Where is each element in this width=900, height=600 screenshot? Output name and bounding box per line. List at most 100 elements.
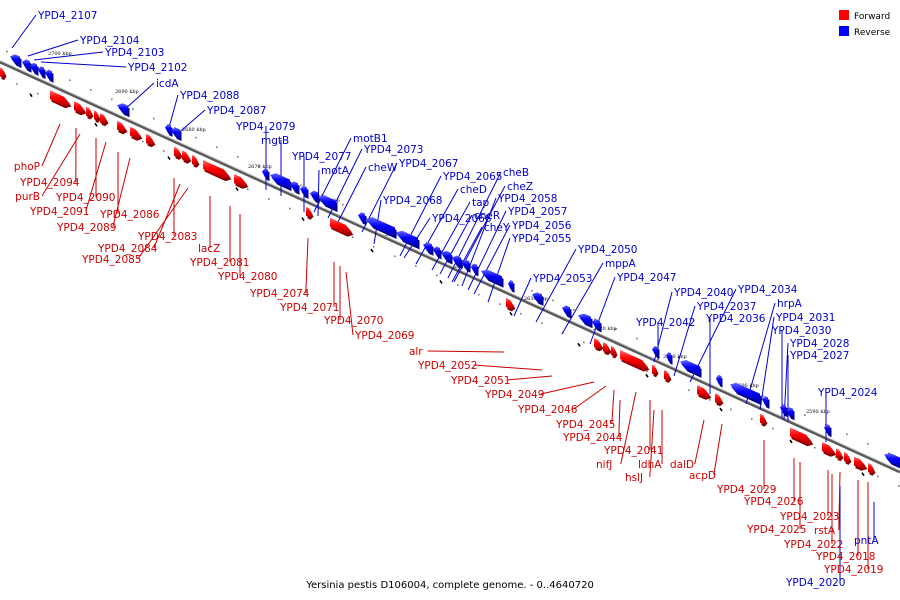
gene-body: [94, 110, 99, 121]
tick-label: 2700 kbp: [48, 51, 72, 57]
leader-hrpa: [745, 302, 776, 405]
leader-purb: [41, 133, 81, 197]
leader-tap: [431, 201, 471, 271]
gene-body: [0, 67, 5, 78]
reverse-gene-arrow: [358, 212, 367, 226]
tick-mark: [370, 248, 374, 253]
reverse-gene-arrow: [824, 424, 832, 438]
axis-dot: [321, 194, 323, 196]
leader-ypd4-2044: [618, 399, 621, 438]
gene-label-ypd4-2036: YPD4_2036: [705, 313, 766, 325]
tick-label: 2680 kbp: [182, 127, 206, 133]
gene-label-ypd4-2080: YPD4_2080: [217, 271, 277, 283]
reverse-gene-arrow: [165, 124, 173, 137]
axis-dot: [846, 433, 848, 436]
forward-gene-arrow: [822, 442, 837, 457]
gene-body: [262, 168, 268, 179]
reverse-gene-arrow: [762, 396, 770, 409]
forward-gene-arrow: [697, 385, 712, 400]
reverse-gene-arrow: [310, 190, 320, 204]
forward-gene-arrow: [603, 342, 612, 356]
gene-label-ypd4-2041: YPD4_2041: [603, 445, 663, 457]
gene-label-ypd4-2056: YPD4_2056: [511, 220, 572, 232]
forward-gene-arrow: [715, 393, 724, 407]
reverse-gene-arrow: [30, 62, 39, 76]
gene-body: [117, 120, 126, 132]
gene-label-mgtb: mgtB: [261, 135, 289, 147]
axis-dot: [499, 303, 501, 305]
leader-ypd4-2104: [27, 39, 79, 57]
gene-label-pnta: pntA: [854, 535, 879, 547]
gene-label-ypd4-2025: YPD4_2025: [746, 524, 806, 536]
reverse-gene-arrow: [462, 259, 471, 273]
forward-gene-arrow: [94, 110, 101, 123]
axis-dot: [709, 399, 711, 401]
forward-gene-arrow: [234, 174, 249, 189]
gene-label-hrpa: hrpA: [777, 298, 803, 310]
axis-dot: [678, 356, 680, 359]
gene-body: [836, 448, 842, 459]
reverse-gene-arrow: [532, 292, 544, 306]
gene-label-ypd4-2104: YPD4_2104: [79, 35, 140, 47]
gene-body: [481, 269, 502, 286]
leader-ypd4-2103: [33, 51, 104, 61]
tick-mark: [861, 472, 865, 477]
axis-dot: [531, 289, 533, 292]
gene-label-ypd4-2083: YPD4_2083: [137, 231, 197, 243]
axis-dot: [772, 427, 774, 430]
gene-label-ypd4-2079: YPD4_2079: [235, 121, 295, 133]
gene-body: [192, 155, 198, 166]
gene-label-ypd4-2086: YPD4_2086: [99, 209, 160, 221]
reverse-gene-arrow: [471, 263, 479, 277]
reverse-gene-arrow: [38, 66, 46, 79]
reverse-gene-arrow: [270, 173, 292, 192]
gene-label-cher: cheR: [474, 210, 500, 222]
leader-cher: [439, 214, 473, 275]
gene-label-ypd4-2050: YPD4_2050: [577, 244, 637, 256]
gene-body: [182, 150, 190, 162]
axis-dot: [37, 92, 39, 95]
gene-label-ypd4-2045: YPD4_2045: [555, 419, 615, 431]
forward-gene-arrow: [174, 146, 183, 160]
reverse-gene-arrow: [562, 305, 572, 319]
genome-axis-highlight: [0, 60, 900, 471]
gene-body: [22, 59, 30, 71]
tick-label: 2590 kbp: [806, 409, 830, 415]
gene-label-ypd4-2085: YPD4_2085: [81, 254, 141, 266]
reverse-gene-arrow: [452, 255, 463, 269]
gene-body: [452, 255, 461, 267]
leader-ypd4-2052: [473, 364, 543, 371]
forward-gene-arrow: [146, 134, 156, 148]
gene-label-ypd4-2042: YPD4_2042: [635, 317, 695, 329]
gene-label-phop: phoP: [14, 161, 40, 173]
gene-body: [652, 364, 657, 375]
forward-gene-arrow: [836, 448, 844, 462]
gene-body: [508, 280, 513, 291]
gene-body: [290, 181, 298, 193]
gene-body: [715, 393, 722, 404]
axis-dot: [153, 117, 155, 120]
axis-dot: [552, 299, 554, 302]
gene-body: [824, 424, 830, 435]
gene-body: [603, 342, 610, 353]
axis-dot: [520, 312, 522, 315]
leader-ypd4-2089: [112, 157, 131, 228]
gene-label-mota: motA: [321, 165, 350, 177]
gene-features: [0, 54, 900, 476]
leader-ypd4-2057: [467, 210, 507, 291]
axis-dot: [730, 408, 732, 411]
gene-label-ypd4-2087: YPD4_2087: [206, 105, 266, 117]
gene-body: [562, 305, 570, 317]
leader-ypd4-2045: [611, 389, 615, 425]
gene-label-motb1: motB1: [353, 133, 388, 145]
gene-label-ypd4-2094: YPD4_2094: [19, 177, 80, 189]
gene-body: [100, 113, 107, 124]
tick-mark: [577, 342, 581, 347]
gene-body: [38, 66, 44, 77]
gene-body: [306, 206, 312, 218]
axis-dot: [16, 83, 18, 85]
axis-dot: [573, 309, 575, 311]
leader-ypd4-2069: [345, 271, 354, 336]
axis-dot: [436, 274, 438, 277]
axis-dot: [804, 414, 806, 416]
